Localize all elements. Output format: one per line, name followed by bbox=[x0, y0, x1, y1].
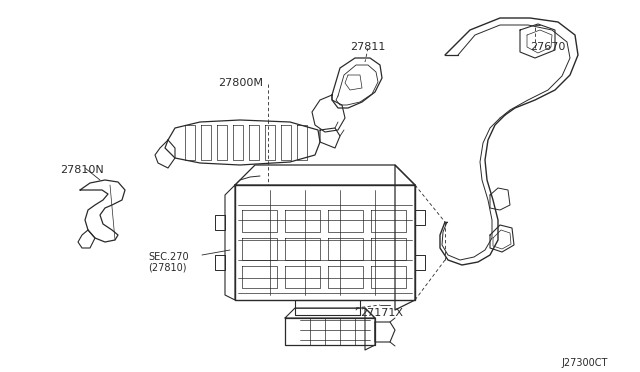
Text: SEC.270: SEC.270 bbox=[148, 252, 189, 262]
Text: 27171X: 27171X bbox=[360, 308, 403, 318]
Text: 27800M: 27800M bbox=[218, 78, 263, 88]
Text: 27670: 27670 bbox=[530, 42, 565, 52]
Text: 27810N: 27810N bbox=[60, 165, 104, 175]
Text: J27300CT: J27300CT bbox=[562, 358, 608, 368]
Text: 27811: 27811 bbox=[350, 42, 385, 52]
Text: (27810): (27810) bbox=[148, 262, 186, 272]
